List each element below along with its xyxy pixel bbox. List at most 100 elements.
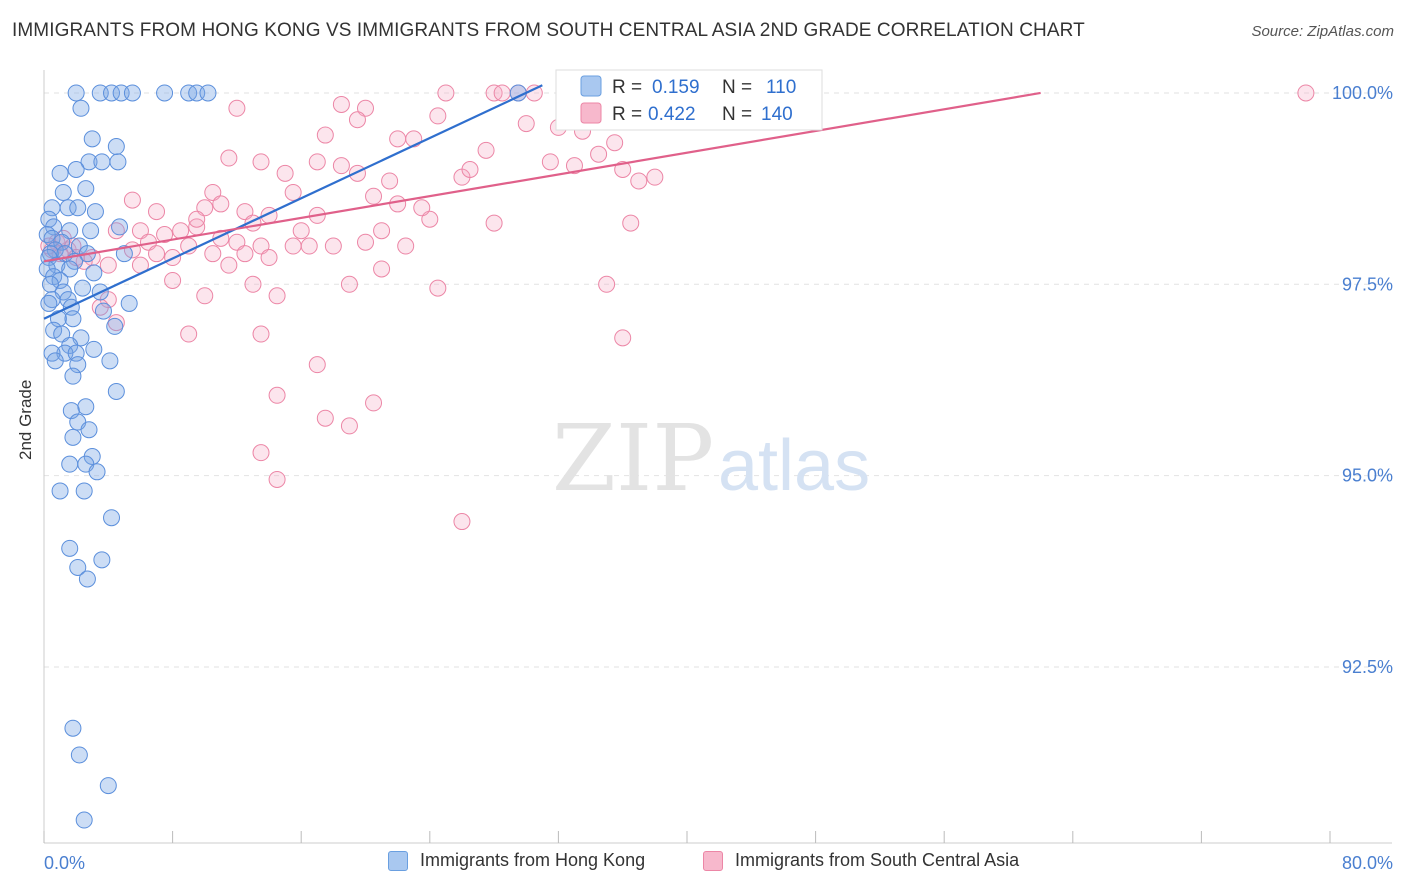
point-blue-83 [103,509,121,527]
point-blue-70 [64,367,82,385]
point-blue-43 [85,264,103,282]
point-blue-80 [88,463,106,481]
point-pink-62 [148,245,166,263]
point-pink-102 [212,195,230,213]
point-pink-25 [565,157,583,175]
point-pink-16 [389,130,407,148]
point-pink-96 [316,409,334,427]
point-blue-58 [106,317,124,335]
point-pink-37 [196,199,214,217]
y-tick-label-3: 92.5% [1342,657,1393,677]
watermark-atlas: atlas [718,426,870,506]
point-blue-52 [120,294,138,312]
point-blue-12 [107,138,125,156]
point-pink-86 [196,287,214,305]
point-pink-9 [357,99,374,117]
point-pink-23 [332,157,350,175]
y-tick-label-1: 97.5% [1342,274,1393,294]
point-pink-82 [244,275,262,293]
x-tick-label-max: 80.0% [1342,853,1393,873]
point-blue-91 [75,811,93,829]
point-blue-54 [40,294,58,312]
point-blue-81 [75,482,93,500]
point-blue-28 [111,218,129,236]
stats-r-label-blue: R = [612,77,642,98]
point-pink-69 [99,256,117,274]
source-label: Source: ZipAtlas.com [1251,23,1394,40]
point-pink-41 [421,210,439,228]
point-pink-81 [164,271,182,289]
point-blue-22 [69,199,87,217]
legend-label-hong-kong: Immigrants from Hong Kong [420,850,646,870]
point-pink-57 [300,237,318,255]
point-blue-47 [74,279,92,297]
point-blue-57 [64,310,82,328]
point-pink-22 [308,153,326,171]
point-pink-33 [284,183,302,201]
point-pink-90 [180,325,198,343]
point-blue-27 [82,222,100,240]
point-blue-26 [61,222,79,240]
point-pink-59 [357,233,374,251]
point-blue-90 [99,777,117,795]
gridlines [44,92,1392,668]
legend-label-south-central-asia: Immigrants from South Central Asia [735,850,1020,870]
point-pink-99 [268,470,286,488]
point-pink-34 [365,187,383,205]
point-pink-6 [1297,84,1315,102]
point-blue-16 [67,160,85,178]
tick-labels: 100.0% 97.5% 95.0% 92.5% 0.0% 80.0% [44,83,1393,873]
point-blue-42 [61,260,79,278]
point-pink-80 [373,260,391,278]
point-pink-93 [308,356,326,374]
point-pink-36 [148,203,166,221]
point-blue-13 [80,153,98,171]
legend-item-hong-kong[interactable]: Immigrants from Hong Kong [388,850,645,871]
point-pink-85 [598,275,616,293]
point-blue-4 [123,84,141,102]
legend-swatch-blue [388,850,408,871]
point-blue-75 [80,421,98,439]
point-blue-85 [93,551,111,569]
point-blue-71 [107,382,125,400]
point-pink-103 [413,199,431,217]
legend-item-south-central-asia[interactable]: Immigrants from South Central Asia [703,850,1019,871]
y-tick-label-2: 95.0% [1342,466,1393,486]
point-pink-32 [204,183,222,201]
stats-n-label-blue: N = [722,77,752,98]
point-pink-66 [260,249,278,267]
point-pink-26 [614,160,632,178]
axes [43,70,1392,844]
point-blue-18 [77,180,95,198]
point-pink-58 [324,237,342,255]
bottom-legend: Immigrants from Hong Kong Immigrants fro… [0,850,1406,880]
point-pink-21 [252,153,270,171]
point-pink-50 [622,214,640,232]
chart-title: IMMIGRANTS FROM HONG KONG VS IMMIGRANTS … [12,20,1085,41]
point-pink-101 [123,191,141,209]
point-pink-60 [397,237,415,255]
point-pink-42 [485,214,503,232]
point-blue-76 [64,428,82,446]
point-pink-8 [228,99,246,117]
point-pink-31 [630,172,648,190]
trend-line-blue [43,84,543,320]
point-pink-24 [541,153,559,171]
point-blue-46 [41,275,59,293]
x-tick-label-min: 0.0% [44,853,85,873]
point-pink-12 [517,115,535,133]
stats-legend: R = 0.159 N = 110 R = 0.422 N = 140 [555,69,823,131]
point-pink-27 [276,164,294,182]
point-pink-84 [429,279,447,297]
point-pink-100 [453,513,471,531]
point-pink-92 [614,329,632,347]
point-blue-87 [78,570,96,588]
point-pink-20 [220,149,238,167]
point-blue-72 [77,398,95,416]
point-pink-97 [340,417,358,435]
point-blue-67 [101,352,119,370]
point-blue-5 [156,84,174,102]
stats-n-value-pink: 140 [761,104,793,125]
point-pink-0 [437,84,455,102]
stats-r-label-pink: R = [612,104,642,125]
